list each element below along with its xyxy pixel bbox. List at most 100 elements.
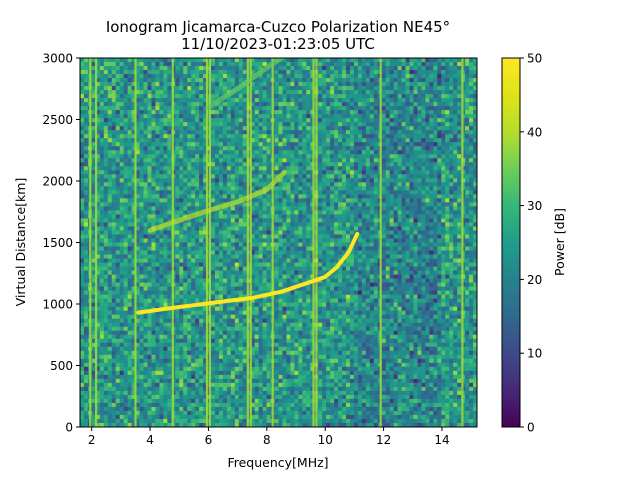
heatmap-cell — [405, 94, 410, 99]
heatmap-cell — [258, 146, 264, 151]
heatmap-cell — [353, 82, 359, 87]
heatmap-cell — [425, 234, 430, 239]
heatmap-cell — [155, 86, 160, 91]
heatmap-cell — [226, 198, 232, 203]
heatmap-cell — [234, 190, 240, 195]
heatmap-cell — [83, 214, 89, 219]
heatmap-cell — [91, 138, 97, 143]
heatmap-cell — [119, 102, 125, 107]
heatmap-cell — [473, 234, 477, 239]
heatmap-cell — [226, 86, 232, 91]
heatmap-cell — [393, 214, 398, 219]
heatmap-cell — [135, 126, 140, 131]
heatmap-cell — [425, 178, 430, 183]
heatmap-cell — [405, 246, 410, 251]
heatmap-cell — [103, 214, 109, 219]
heatmap-cell — [83, 238, 89, 243]
heatmap-cell — [322, 126, 327, 131]
heatmap-cell — [151, 218, 156, 223]
heatmap-cell — [322, 190, 327, 195]
heatmap-cell — [238, 210, 244, 215]
heatmap-cell — [353, 202, 359, 207]
heatmap-cell — [397, 66, 402, 71]
heatmap-cell — [211, 86, 216, 91]
heatmap-cell — [222, 194, 228, 199]
heatmap-cell — [465, 102, 470, 107]
heatmap-cell — [409, 158, 414, 163]
heatmap-cell — [302, 178, 307, 183]
heatmap-cell — [211, 230, 216, 235]
heatmap-cell — [425, 250, 430, 255]
heatmap-cell — [147, 178, 152, 183]
heatmap-cell — [294, 62, 299, 67]
heatmap-cell — [318, 210, 323, 215]
heatmap-cell — [465, 226, 470, 231]
heatmap-cell — [330, 246, 335, 251]
heatmap-cell — [274, 142, 279, 147]
heatmap-cell — [381, 226, 387, 231]
heatmap-cell — [334, 146, 339, 151]
heatmap-cell — [195, 254, 200, 259]
heatmap-cell — [473, 142, 477, 147]
heatmap-cell — [385, 186, 391, 191]
heatmap-cell — [330, 158, 335, 163]
heatmap-cell — [119, 166, 125, 171]
heatmap-cell — [151, 82, 156, 87]
heatmap-cell — [326, 222, 331, 227]
heatmap-cell — [322, 186, 327, 191]
heatmap-cell — [242, 210, 248, 215]
heatmap-cell — [286, 158, 291, 163]
heatmap-cell — [111, 234, 117, 239]
heatmap-cell — [111, 90, 117, 95]
heatmap-cell — [389, 234, 395, 239]
heatmap-cell — [191, 166, 196, 171]
heatmap-cell — [266, 214, 271, 219]
heatmap-cell — [111, 254, 117, 259]
heatmap-cell — [211, 70, 216, 75]
heatmap-cell — [179, 246, 184, 251]
heatmap-cell — [405, 158, 410, 163]
heatmap-cell — [286, 182, 291, 187]
heatmap-cell — [195, 146, 200, 151]
heatmap-cell — [417, 114, 422, 119]
heatmap-cell — [230, 122, 236, 127]
heatmap-cell — [349, 86, 355, 91]
heatmap-cell — [83, 130, 89, 135]
heatmap-cell — [187, 238, 192, 243]
heatmap-cell — [373, 182, 379, 187]
heatmap-cell — [183, 254, 188, 259]
heatmap-cell — [306, 234, 311, 239]
heatmap-cell — [151, 142, 156, 147]
heatmap-cell — [342, 202, 347, 207]
heatmap-cell — [413, 162, 418, 167]
heatmap-cell — [203, 70, 208, 75]
heatmap-cell — [199, 170, 204, 175]
heatmap-cell — [238, 102, 244, 107]
heatmap-cell — [226, 210, 232, 215]
heatmap-cell — [167, 202, 172, 207]
heatmap-cell — [409, 150, 414, 155]
heatmap-cell — [218, 142, 224, 147]
heatmap-cell — [437, 90, 442, 95]
heatmap-cell — [381, 154, 387, 159]
heatmap-cell — [381, 166, 387, 171]
heatmap-cell — [111, 222, 117, 227]
heatmap-cell — [417, 170, 422, 175]
heatmap-cell — [294, 190, 299, 195]
heatmap-cell — [278, 194, 283, 199]
heatmap-cell — [373, 70, 379, 75]
heatmap-cell — [405, 178, 410, 183]
heatmap-cell — [199, 142, 204, 147]
heatmap-cell — [242, 98, 248, 103]
heatmap-cell — [123, 86, 129, 91]
heatmap-cell — [83, 218, 89, 223]
heatmap-cell — [147, 194, 152, 199]
heatmap-cell — [242, 110, 248, 115]
heatmap-cell — [465, 74, 470, 79]
heatmap-cell — [345, 178, 351, 183]
heatmap-cell — [282, 210, 287, 215]
heatmap-cell — [449, 98, 454, 103]
heatmap-cell — [187, 118, 192, 123]
heatmap-cell — [222, 222, 228, 227]
heatmap-cell — [417, 102, 422, 107]
